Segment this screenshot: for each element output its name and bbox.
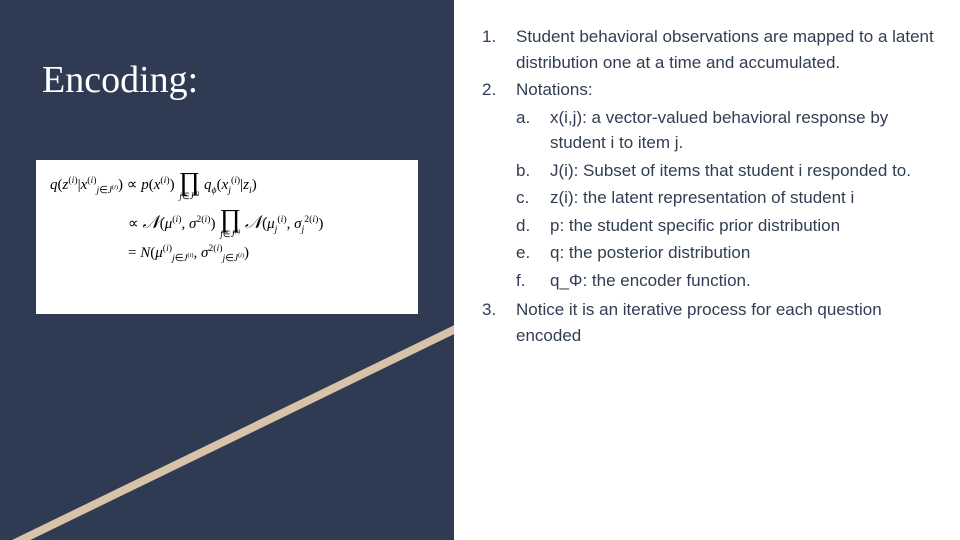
equation-line-3: = N(μ(i)j∈J(i), σ2(i)j∈J(i)) bbox=[50, 245, 404, 262]
notation-text: q: the posterior distribution bbox=[550, 240, 938, 266]
list-item-text: Student behavioral observations are mapp… bbox=[516, 24, 938, 75]
list-item: Notice it is an iterative process for ea… bbox=[482, 297, 938, 348]
list-item: q: the posterior distribution bbox=[516, 240, 938, 266]
main-list: Student behavioral observations are mapp… bbox=[482, 24, 938, 348]
list-item: J(i): Subset of items that student i res… bbox=[516, 158, 938, 184]
equation-line-1: q(z(i)|x(i)j∈J(i)) ∝ p(x(i)) ∏j∈J(i) qϕ(… bbox=[50, 170, 404, 201]
list-item: z(i): the latent representation of stude… bbox=[516, 185, 938, 211]
slide: Encoding: q(z(i)|x(i)j∈J(i)) ∝ p(x(i)) ∏… bbox=[0, 0, 960, 540]
list-item: x(i,j): a vector-valued behavioral respo… bbox=[516, 105, 938, 156]
notation-text: q_Φ: the encoder function. bbox=[550, 268, 938, 294]
equation-box: q(z(i)|x(i)j∈J(i)) ∝ p(x(i)) ∏j∈J(i) qϕ(… bbox=[36, 160, 418, 314]
notation-text: x(i,j): a vector-valued behavioral respo… bbox=[550, 105, 938, 156]
list-item-text: Notations: bbox=[516, 80, 593, 99]
list-item: Student behavioral observations are mapp… bbox=[482, 24, 938, 75]
list-item-text: Notice it is an iterative process for ea… bbox=[516, 297, 938, 348]
right-panel: Student behavioral observations are mapp… bbox=[454, 0, 960, 540]
notation-text: p: the student specific prior distributi… bbox=[550, 213, 938, 239]
slide-title: Encoding: bbox=[42, 58, 198, 102]
notation-sublist: x(i,j): a vector-valued behavioral respo… bbox=[516, 105, 938, 294]
list-item: Notations: x(i,j): a vector-valued behav… bbox=[482, 77, 938, 295]
left-panel: Encoding: q(z(i)|x(i)j∈J(i)) ∝ p(x(i)) ∏… bbox=[0, 0, 454, 540]
notation-text: z(i): the latent representation of stude… bbox=[550, 185, 938, 211]
list-item: q_Φ: the encoder function. bbox=[516, 268, 938, 294]
equation-line-2: ∝ 𝒩(μ(i), σ2(i)) ∏j∈J(i) 𝒩(μj(i), σj2(i)… bbox=[50, 207, 404, 238]
list-item: p: the student specific prior distributi… bbox=[516, 213, 938, 239]
notation-text: J(i): Subset of items that student i res… bbox=[550, 158, 938, 184]
